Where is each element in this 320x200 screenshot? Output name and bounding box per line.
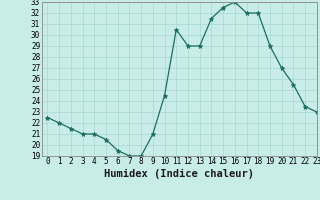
X-axis label: Humidex (Indice chaleur): Humidex (Indice chaleur) xyxy=(104,169,254,179)
